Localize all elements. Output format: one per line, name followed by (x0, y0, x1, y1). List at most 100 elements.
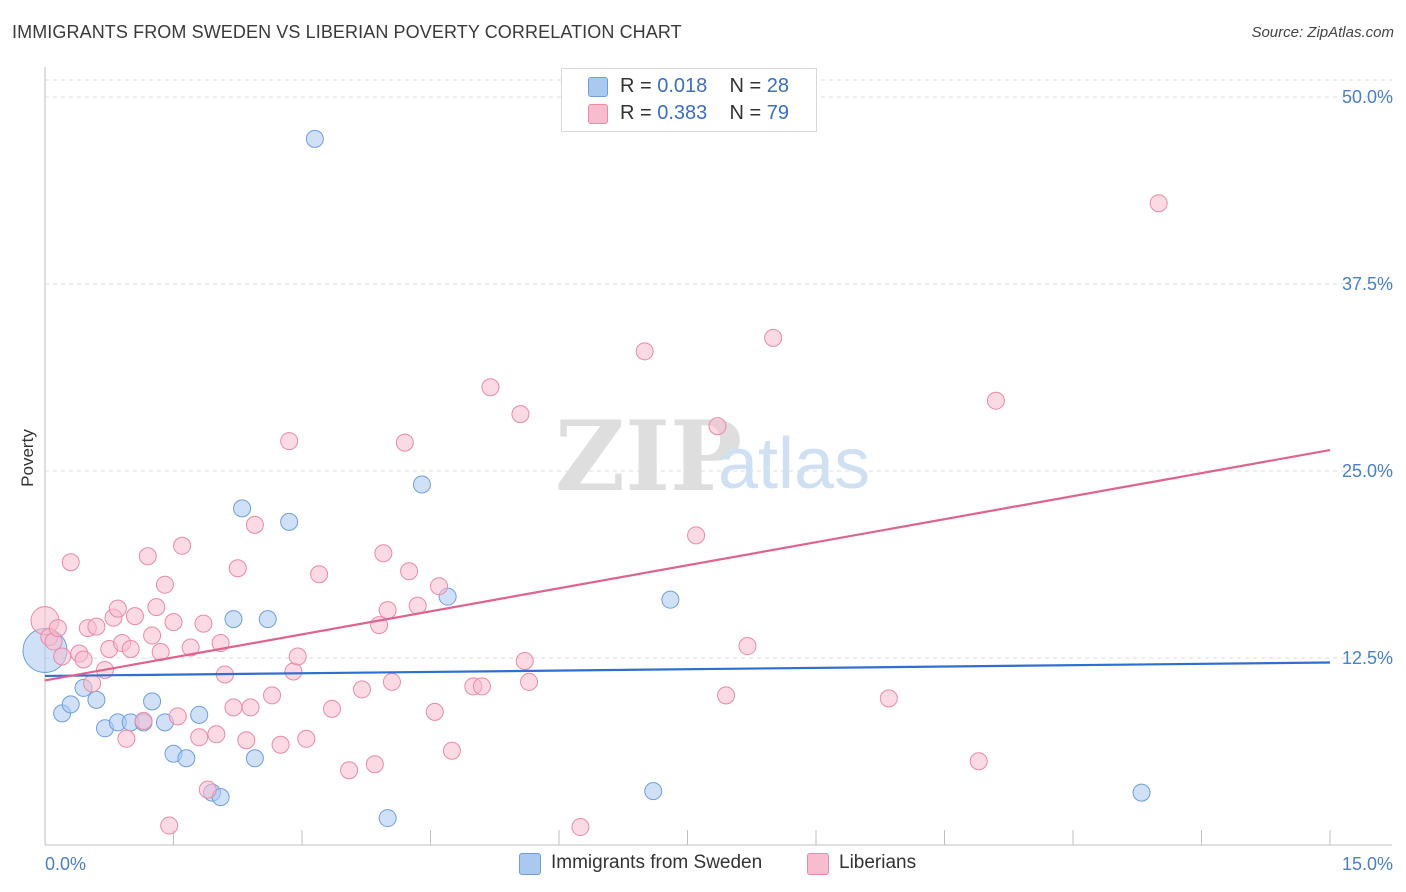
point-liberia (61, 553, 80, 572)
point-liberia (108, 599, 127, 618)
point-liberia (374, 544, 393, 563)
point-liberia (969, 752, 988, 771)
legend-swatch-liberia (588, 104, 608, 124)
point-liberia (241, 698, 260, 717)
point-liberia (322, 699, 341, 718)
point-sweden (305, 129, 324, 148)
point-liberia (117, 729, 136, 748)
x-tick-label-right: 15.0% (1342, 854, 1393, 874)
watermark-atlas: atlas (718, 424, 870, 504)
y-tick-label: 50.0% (1342, 87, 1393, 107)
point-liberia (879, 689, 898, 708)
point-liberia (237, 731, 256, 750)
point-liberia (382, 672, 401, 691)
point-liberia (138, 547, 157, 566)
bottom-legend-label-liberia: Liberians (839, 852, 917, 873)
point-liberia (207, 725, 226, 744)
point-liberia (635, 342, 654, 361)
point-liberia (395, 433, 414, 452)
point-liberia (352, 680, 371, 699)
point-liberia (520, 672, 539, 691)
point-liberia (48, 619, 67, 638)
point-liberia (442, 741, 461, 760)
point-liberia (571, 818, 590, 837)
legend-text-liberia: R = 0.383 N = 79 (620, 102, 789, 125)
point-sweden (245, 749, 264, 768)
point-liberia (228, 559, 247, 578)
correlation-legend: R = 0.018 N = 28 R = 0.383 N = 79 (561, 68, 817, 132)
legend-n-value: 28 (766, 75, 790, 97)
watermark-zip: ZIP (555, 400, 742, 513)
point-liberia (425, 702, 444, 721)
point-liberia (511, 405, 530, 424)
point-sweden (280, 512, 299, 531)
point-liberia (764, 328, 783, 347)
point-liberia (160, 816, 179, 835)
legend-n-label: N = (729, 102, 767, 124)
point-sweden (233, 499, 252, 518)
point-liberia (717, 686, 736, 705)
point-liberia (378, 601, 397, 620)
y-tick-label: 25.0% (1342, 461, 1393, 481)
point-liberia (515, 651, 534, 670)
legend-r-value: 0.383 (657, 102, 708, 124)
point-sweden (87, 690, 106, 709)
point-sweden (1132, 783, 1151, 802)
point-liberia (1149, 194, 1168, 213)
point-liberia (121, 640, 140, 659)
point-liberia (280, 432, 299, 451)
y-tick-label: 37.5% (1342, 274, 1393, 294)
point-liberia (143, 626, 162, 645)
point-sweden (258, 610, 277, 629)
point-liberia (74, 650, 93, 669)
point-liberia (340, 761, 359, 780)
chart-title: IMMIGRANTS FROM SWEDEN VS LIBERIAN POVER… (12, 22, 682, 42)
point-liberia (708, 417, 727, 436)
point-liberia (430, 577, 449, 596)
point-sweden (177, 749, 196, 768)
bottom-legend-label-sweden: Immigrants from Sweden (551, 852, 763, 873)
legend-r-value: 0.018 (657, 75, 708, 97)
legend-r-label: R = (620, 102, 658, 124)
point-liberia (245, 515, 264, 534)
y-tick-label: 12.5% (1342, 648, 1393, 668)
trend-line-liberia (44, 448, 1331, 682)
points-layer (22, 129, 1168, 837)
point-liberia (400, 562, 419, 581)
point-sweden (143, 692, 162, 711)
point-sweden (61, 695, 80, 714)
axis-layer: 12.5% 25.0% 37.5% 50.0% (44, 67, 1393, 846)
point-liberia (263, 686, 282, 705)
trend-line-sweden (44, 661, 1331, 678)
legend-text-sweden: R = 0.018 N = 28 (620, 75, 789, 98)
point-liberia (194, 614, 213, 633)
point-liberia (164, 613, 183, 632)
trend-layer (44, 448, 1331, 682)
point-liberia (198, 780, 217, 799)
point-liberia (125, 607, 144, 626)
point-liberia (986, 391, 1005, 410)
point-liberia (181, 638, 200, 657)
point-sweden (378, 809, 397, 828)
point-liberia (310, 565, 329, 584)
point-sweden (224, 610, 243, 629)
point-liberia (173, 536, 192, 555)
point-liberia (472, 677, 491, 696)
point-liberia (168, 707, 187, 726)
point-sweden (644, 782, 663, 801)
point-liberia (365, 755, 384, 774)
bottom-legend-swatch-sweden (519, 853, 541, 875)
grid-layer (45, 79, 1392, 659)
point-liberia (87, 617, 106, 636)
legend-swatch-sweden (588, 77, 608, 97)
point-liberia (687, 526, 706, 545)
point-liberia (738, 637, 757, 656)
legend-n-value: 79 (766, 102, 790, 124)
point-liberia (83, 674, 102, 693)
y-axis-label: Poverty (18, 429, 37, 487)
legend-n-label: N = (729, 75, 767, 97)
point-liberia (284, 662, 303, 681)
point-sweden (661, 590, 680, 609)
x-tick-label-left: 0.0% (45, 854, 86, 874)
